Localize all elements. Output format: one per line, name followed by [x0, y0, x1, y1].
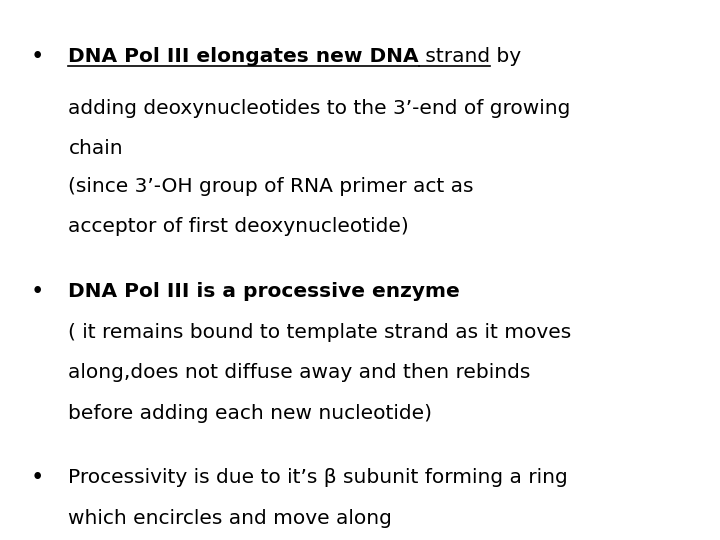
- Text: by: by: [490, 47, 521, 66]
- Text: •: •: [30, 467, 44, 489]
- Text: before adding each new nucleotide): before adding each new nucleotide): [68, 403, 433, 423]
- Text: which encircles and move along: which encircles and move along: [68, 509, 392, 528]
- Text: •: •: [30, 45, 44, 68]
- Text: Processivity is due to it’s β subunit forming a ring: Processivity is due to it’s β subunit fo…: [68, 468, 568, 488]
- Text: DNA Pol III elongates new DNA: DNA Pol III elongates new DNA: [68, 47, 419, 66]
- Text: (since 3’-OH group of RNA primer act as: (since 3’-OH group of RNA primer act as: [68, 177, 474, 196]
- Text: along,does not diffuse away and then rebinds: along,does not diffuse away and then reb…: [68, 363, 531, 382]
- Text: •: •: [30, 280, 44, 303]
- Text: DNA Pol III is a processive enzyme: DNA Pol III is a processive enzyme: [68, 282, 460, 301]
- Text: ( it remains bound to template strand as it moves: ( it remains bound to template strand as…: [68, 322, 572, 342]
- Text: strand: strand: [419, 47, 490, 66]
- Text: chain: chain: [68, 139, 123, 158]
- Text: acceptor of first deoxynucleotide): acceptor of first deoxynucleotide): [68, 217, 409, 237]
- Text: adding deoxynucleotides to the 3’-end of growing: adding deoxynucleotides to the 3’-end of…: [68, 98, 571, 118]
